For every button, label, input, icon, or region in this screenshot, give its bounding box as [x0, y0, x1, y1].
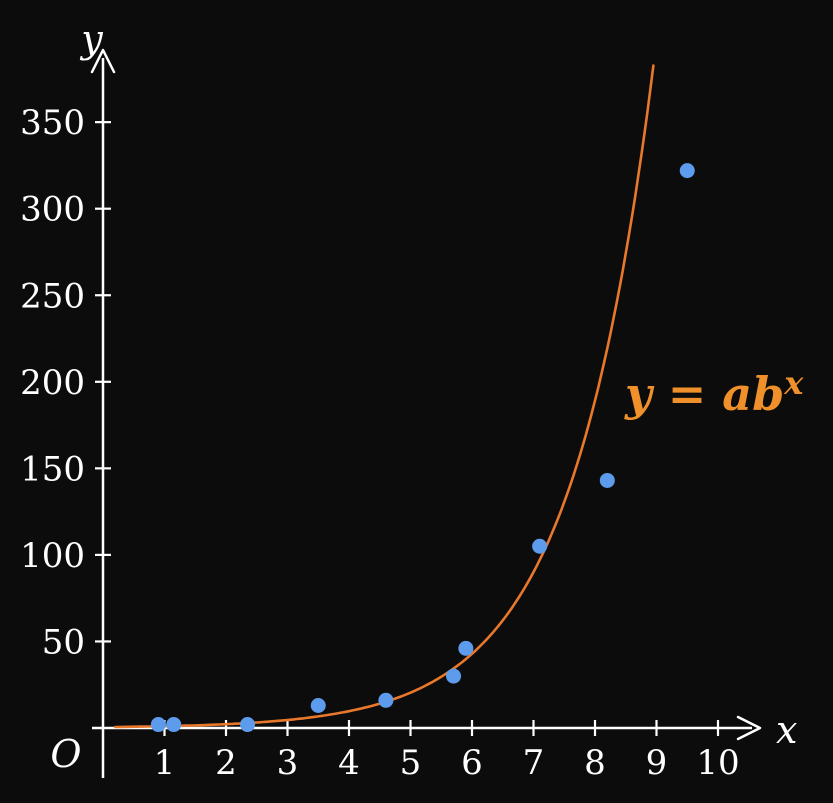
axes-group	[90, 48, 762, 778]
curve-equation-base: y = ab	[624, 367, 784, 421]
x-tick-label: 10	[696, 743, 739, 783]
x-tick-label: 6	[461, 743, 483, 783]
x-tick-label: 8	[584, 743, 606, 783]
data-point	[150, 717, 166, 733]
data-point	[240, 717, 256, 733]
data-point	[599, 472, 615, 488]
x-tick-label: 9	[646, 743, 668, 783]
x-axis-label: x	[776, 708, 797, 752]
origin-label: O	[50, 732, 81, 776]
curve-equation-label: y = abx	[624, 364, 804, 421]
x-tick-label: 4	[338, 743, 360, 783]
y-tick-label: 350	[20, 103, 85, 143]
y-axis-label: y	[79, 17, 103, 61]
data-point	[446, 668, 462, 684]
y-tick-label: 200	[20, 363, 85, 403]
curve-equation-exponent: x	[783, 364, 804, 402]
x-tick-label: 5	[400, 743, 422, 783]
y-tick-label: 50	[42, 622, 85, 662]
x-axis-arrow	[736, 715, 762, 741]
data-point	[532, 538, 548, 554]
data-point	[378, 692, 394, 708]
x-tick-label: 1	[154, 743, 176, 783]
ticks-group	[95, 121, 720, 736]
y-tick-label: 100	[20, 536, 85, 576]
data-point	[166, 717, 182, 733]
data-point	[679, 163, 695, 179]
x-tick-label: 7	[523, 743, 545, 783]
scatter-points-group	[150, 163, 695, 733]
y-tick-label: 250	[20, 276, 85, 316]
y-tick-label: 150	[20, 449, 85, 489]
data-point	[458, 640, 474, 656]
y-axis-arrow	[90, 48, 116, 74]
fit-curve-group	[114, 64, 655, 729]
x-tick-label: 3	[277, 743, 299, 783]
fit-curve	[114, 64, 655, 729]
data-point	[310, 697, 326, 713]
tick-labels-group: 1 2 3 4 5 6 7 8 9 10 50 100 150 200 250 300 350	[20, 103, 740, 783]
y-tick-label: 300	[20, 190, 85, 230]
x-tick-label: 2	[215, 743, 237, 783]
